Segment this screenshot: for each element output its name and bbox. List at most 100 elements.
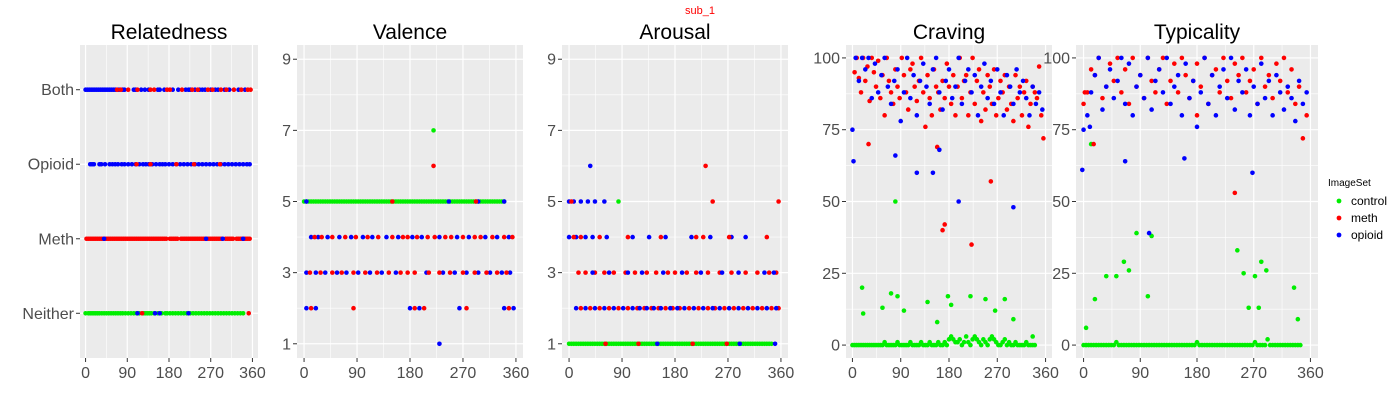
point-opioid	[646, 234, 652, 240]
point-control	[1126, 268, 1132, 273]
panel-title: Relatedness	[111, 21, 228, 44]
x-tick-label: 270	[1240, 365, 1267, 382]
point-opioid	[762, 270, 767, 275]
panel-title: Arousal	[639, 21, 710, 44]
point-control	[240, 310, 246, 316]
point-meth	[686, 305, 692, 311]
point-meth	[653, 270, 659, 275]
point-opioid	[1293, 118, 1298, 124]
point-meth	[1013, 72, 1018, 78]
point-opioid	[177, 161, 183, 167]
point-meth	[1081, 101, 1086, 107]
y-tick-label: 100	[813, 50, 840, 67]
point-meth	[1285, 90, 1291, 95]
x-tick-label: 0	[81, 365, 90, 382]
point-opioid	[1134, 84, 1139, 89]
point-meth	[494, 270, 500, 275]
point-meth	[390, 199, 395, 204]
point-opioid	[207, 161, 213, 167]
x-tick-label: 360	[239, 365, 266, 382]
point-meth	[636, 341, 641, 347]
point-opioid	[1168, 101, 1173, 107]
point-opioid	[1011, 204, 1016, 210]
point-opioid	[393, 270, 399, 275]
point-control	[978, 342, 984, 348]
point-opioid	[384, 234, 389, 240]
point-opioid	[1224, 95, 1230, 101]
legend-key-control	[1336, 198, 1342, 204]
point-opioid	[726, 305, 732, 311]
point-meth	[390, 234, 395, 240]
point-opioid	[337, 234, 342, 240]
point-meth	[1130, 55, 1136, 61]
y-tick-label: 3	[282, 265, 291, 282]
point-meth	[134, 161, 139, 167]
point-meth	[1304, 113, 1309, 118]
point-opioid	[1213, 113, 1219, 118]
point-opioid	[417, 305, 422, 311]
point-opioid	[972, 72, 978, 78]
point-opioid	[637, 305, 642, 311]
x-tick-label: 90	[118, 365, 136, 382]
point-opioid	[395, 234, 401, 240]
point-meth	[490, 234, 495, 240]
y-tick-label: 1	[547, 336, 556, 353]
point-meth	[1258, 55, 1264, 61]
y-tick-label: 25	[1052, 266, 1070, 283]
point-meth	[1194, 113, 1200, 118]
point-opioid	[181, 161, 187, 167]
point-meth	[863, 78, 868, 84]
y-tick-label: 50	[822, 194, 840, 211]
point-meth	[978, 118, 984, 124]
point-meth	[1017, 84, 1023, 89]
point-opioid	[196, 161, 201, 167]
point-opioid	[764, 305, 770, 311]
point-opioid	[499, 270, 505, 275]
x-tick-label: 0	[300, 365, 309, 382]
point-meth	[431, 163, 436, 169]
x-tick-label: 180	[397, 365, 424, 382]
point-opioid	[125, 161, 131, 167]
point-control	[1002, 337, 1008, 342]
point-meth	[148, 161, 153, 167]
point-meth	[1262, 84, 1268, 89]
point-meth	[625, 305, 631, 311]
point-opioid	[1096, 55, 1101, 61]
point-control	[1103, 273, 1109, 279]
point-opioid	[1247, 113, 1253, 118]
point-meth	[764, 234, 770, 240]
point-meth	[447, 270, 453, 275]
point-opioid	[348, 234, 354, 240]
point-meth	[611, 270, 617, 275]
point-opioid	[152, 310, 158, 316]
point-opioid	[573, 305, 579, 311]
point-meth	[1122, 67, 1128, 72]
point-meth	[231, 87, 237, 93]
point-control	[1134, 230, 1139, 236]
point-meth	[871, 69, 877, 75]
point-meth	[248, 87, 253, 93]
point-opioid	[655, 341, 660, 347]
point-opioid	[988, 78, 994, 84]
point-opioid	[592, 199, 598, 204]
point-meth	[437, 270, 442, 275]
point-meth	[353, 234, 359, 240]
point-opioid	[494, 234, 500, 240]
point-opioid	[1122, 101, 1128, 107]
point-opioid	[157, 310, 163, 316]
point-opioid	[956, 199, 961, 204]
point-opioid	[501, 305, 507, 311]
point-meth	[330, 270, 335, 275]
point-control	[983, 296, 988, 302]
point-meth	[908, 67, 913, 72]
point-control	[1145, 293, 1151, 299]
y-tick-label: 75	[822, 122, 840, 139]
point-meth	[1149, 78, 1154, 84]
point-opioid	[1100, 107, 1105, 112]
point-opioid	[982, 61, 987, 66]
point-opioid	[1250, 170, 1255, 176]
x-tick-label: 0	[848, 365, 857, 382]
point-meth	[873, 84, 879, 89]
y-tick-label: 0	[1061, 338, 1070, 355]
